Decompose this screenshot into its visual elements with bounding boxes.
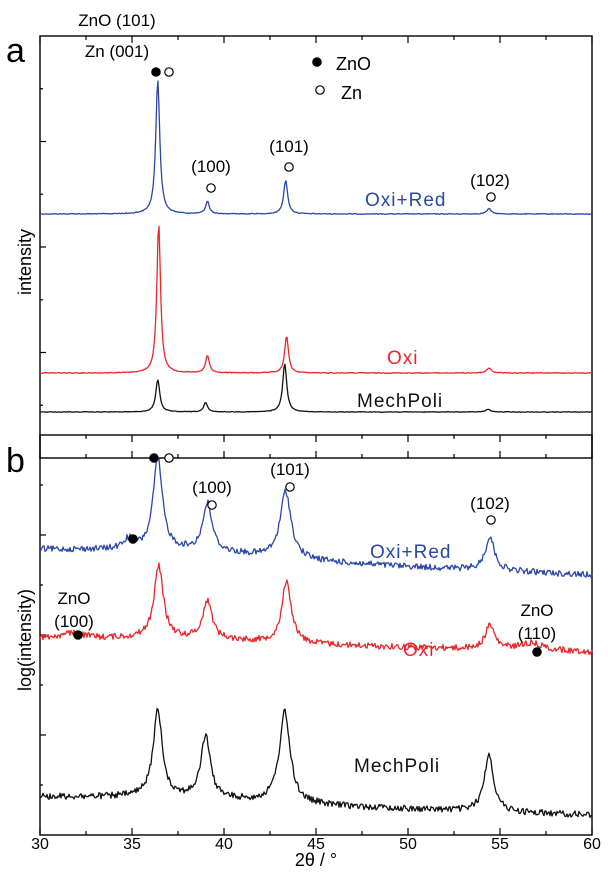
zno-marker <box>128 534 138 544</box>
x-tick-label: 40 <box>215 836 233 853</box>
trace-b-mechpoli <box>39 708 593 819</box>
panel-a-frame <box>39 35 593 459</box>
zno-marker <box>149 453 159 463</box>
zn-marker <box>164 67 174 77</box>
x-axis-label: 2θ / ° <box>295 850 337 870</box>
axis-ticks: 30 35 40 45 50 55 60 <box>31 36 601 853</box>
zn-marker <box>486 192 496 202</box>
zn-marker <box>315 85 325 95</box>
zn-marker <box>206 183 216 193</box>
zn-marker <box>207 500 217 510</box>
annotation-a-101: (101) <box>269 137 309 156</box>
zno-marker <box>73 630 83 640</box>
annotation-zno-110-index: (110) <box>518 624 556 643</box>
panel-label-b: b <box>6 442 25 480</box>
series-label-b-oxi: Oxi <box>403 640 435 661</box>
series-label-a-oxi-red: Oxi+Red <box>365 190 446 211</box>
x-tick-label: 60 <box>583 836 601 853</box>
annotation-zno-100-index: (100) <box>54 612 94 631</box>
annotation-b-100: (100) <box>192 478 232 497</box>
x-tick-label: 50 <box>399 836 417 853</box>
zn-marker <box>285 482 295 492</box>
phase-markers <box>73 57 542 657</box>
annotation-zn-001: Zn (001) <box>85 42 149 61</box>
trace-b-oxi-red <box>39 455 593 578</box>
series-label-a-oxi: Oxi <box>387 348 419 369</box>
annotation-zno-110-label: ZnO <box>520 601 553 620</box>
x-tick-label: 55 <box>491 836 509 853</box>
legend-zn-label: Zn <box>341 83 362 103</box>
panel-label-a: a <box>6 32 25 70</box>
annotation-zno-100-label: ZnO <box>57 589 90 608</box>
x-tick-label: 35 <box>123 836 141 853</box>
series-label-b-mechpoli: MechPoli <box>354 756 440 777</box>
legend-zno-label: ZnO <box>336 54 371 74</box>
annotation-b-101: (101) <box>270 460 310 479</box>
trace-a-oxi-red <box>39 80 593 216</box>
annotation-b-102: (102) <box>470 494 510 513</box>
series-label-a-mechpoli: MechPoli <box>357 391 443 412</box>
trace-a-mechpoli <box>39 363 593 413</box>
zno-marker <box>532 647 542 657</box>
zn-marker <box>486 515 496 525</box>
x-tick-label: 45 <box>307 836 325 853</box>
zno-marker <box>151 67 161 77</box>
zno-marker <box>312 57 322 67</box>
y-axis-label-a: intensity <box>15 229 35 295</box>
annotation-a-100: (100) <box>191 157 231 176</box>
xrd-traces <box>39 80 593 819</box>
y-axis-label-b: log(intensity) <box>15 589 35 691</box>
series-label-b-oxi-red: Oxi+Red <box>370 542 451 563</box>
trace-b-oxi <box>39 562 593 655</box>
x-tick-label: 30 <box>31 836 49 853</box>
zn-marker <box>284 162 294 172</box>
trace-a-oxi <box>39 225 593 375</box>
annotation-zno-101: ZnO (101) <box>78 11 155 30</box>
zn-marker <box>164 453 174 463</box>
annotation-a-102: (102) <box>470 171 510 190</box>
